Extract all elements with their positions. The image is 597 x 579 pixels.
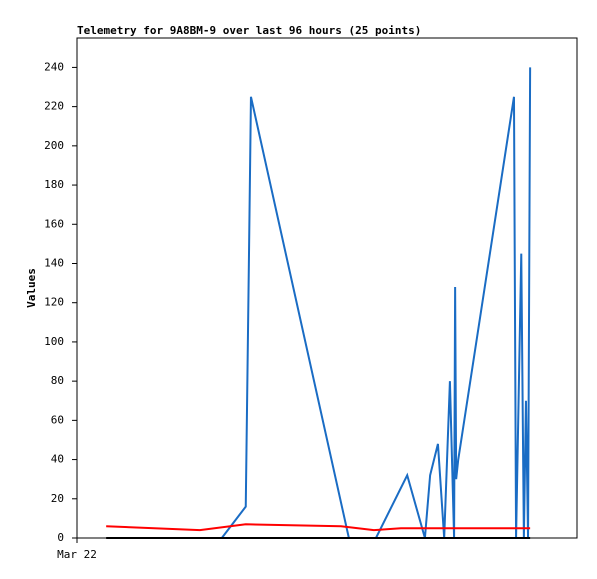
y-tick-label: 40 bbox=[51, 453, 64, 466]
y-tick-label: 160 bbox=[44, 217, 64, 230]
chart-title: Telemetry for 9A8BM-9 over last 96 hours… bbox=[77, 24, 421, 37]
series-line bbox=[220, 67, 532, 539]
y-tick-label: 240 bbox=[44, 60, 64, 73]
y-tick-label: 180 bbox=[44, 178, 64, 191]
y-tick-label: 60 bbox=[51, 413, 64, 426]
y-tick-label: 220 bbox=[44, 100, 64, 113]
y-tick-label: 100 bbox=[44, 335, 64, 348]
plot-frame bbox=[76, 37, 578, 539]
y-tick-label: 80 bbox=[51, 374, 64, 387]
x-tick-label: Mar 22 bbox=[57, 548, 97, 561]
series-line bbox=[106, 523, 531, 532]
y-tick-label: 120 bbox=[44, 296, 64, 309]
y-axis-label: Values bbox=[25, 268, 38, 308]
y-tick-label: 200 bbox=[44, 139, 64, 152]
y-tick-label: 0 bbox=[57, 531, 64, 544]
y-tick-label: 140 bbox=[44, 256, 64, 269]
y-tick-label: 20 bbox=[51, 492, 64, 505]
